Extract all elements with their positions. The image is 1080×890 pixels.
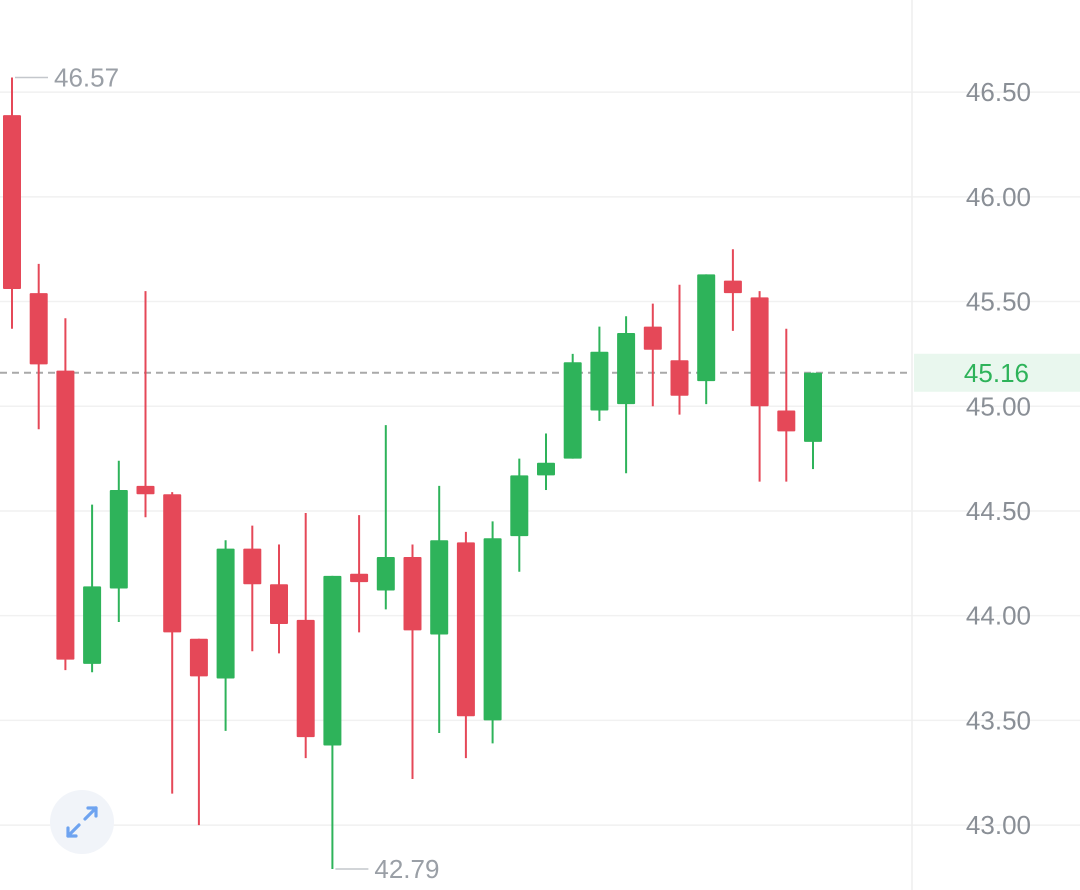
candle-body xyxy=(617,332,636,405)
candle-body xyxy=(296,619,315,738)
expand-arrows-icon xyxy=(66,806,98,838)
low-marker-label: 42.79 xyxy=(374,854,439,884)
candle xyxy=(670,284,689,415)
candle xyxy=(563,353,582,459)
y-tick-label: 45.50 xyxy=(966,287,1031,317)
candle xyxy=(510,458,529,572)
candle-body xyxy=(430,540,449,635)
expand-button[interactable] xyxy=(50,790,114,854)
candle xyxy=(136,291,155,518)
y-tick-label: 44.50 xyxy=(966,496,1031,526)
candle xyxy=(403,544,422,780)
candle-body xyxy=(750,297,769,407)
candle-body xyxy=(3,115,21,289)
axis-labels: 46.50 46.00 45.50 45.00 44.50 44.00 43.50 43.00 xyxy=(966,77,1031,840)
candle-body xyxy=(537,462,555,476)
candle xyxy=(750,291,769,482)
y-tick-label: 43.00 xyxy=(966,810,1031,840)
candle xyxy=(723,249,742,331)
candle xyxy=(456,531,475,759)
candle-body xyxy=(136,485,155,495)
candle-body xyxy=(376,557,395,591)
candle xyxy=(3,77,21,329)
candle-body xyxy=(723,280,742,294)
candle xyxy=(109,460,128,622)
y-tick-label: 46.00 xyxy=(966,182,1031,212)
last-price-layer: 45.16 xyxy=(0,353,1080,392)
last-price-label: 45.16 xyxy=(964,358,1029,388)
candle-body xyxy=(804,372,822,442)
candle-body xyxy=(510,475,529,537)
candle-body xyxy=(563,362,582,459)
candle xyxy=(643,303,662,407)
candle-body xyxy=(109,490,128,589)
candle xyxy=(430,485,449,733)
candle-body xyxy=(29,293,48,365)
candle xyxy=(590,326,609,421)
y-tick-label: 43.50 xyxy=(966,705,1031,735)
candle-body xyxy=(56,370,75,660)
candle xyxy=(296,513,315,759)
candle xyxy=(617,316,636,474)
y-tick-label: 45.00 xyxy=(966,391,1031,421)
candle xyxy=(323,575,342,870)
candle xyxy=(697,274,716,405)
candle xyxy=(777,328,796,482)
candle-body xyxy=(590,351,609,411)
candle-body xyxy=(643,326,662,350)
candle xyxy=(350,515,369,633)
candle xyxy=(376,425,395,610)
candles xyxy=(3,77,822,870)
candle-body xyxy=(350,573,369,583)
candle-body xyxy=(670,360,689,396)
candle xyxy=(216,540,235,731)
candle-body xyxy=(777,410,796,432)
candle xyxy=(804,372,822,470)
candle-body xyxy=(483,538,502,721)
grid-lines xyxy=(0,91,1080,826)
candle-body xyxy=(83,586,102,664)
last-price-badge xyxy=(914,353,1080,392)
candle-body xyxy=(456,542,475,717)
high-marker-label: 46.57 xyxy=(54,62,119,92)
candle xyxy=(537,433,555,491)
candle xyxy=(189,638,208,826)
candle-body xyxy=(216,548,235,679)
candle-body xyxy=(189,638,208,677)
candle xyxy=(56,318,75,671)
candle xyxy=(483,521,502,744)
candle xyxy=(163,492,182,794)
candle-body xyxy=(403,557,422,631)
candle-body xyxy=(163,494,182,633)
candle-body xyxy=(323,575,342,746)
candle xyxy=(83,504,102,673)
extreme-markers: 46.57 42.79 xyxy=(15,62,439,884)
candle xyxy=(270,544,288,654)
candle-body xyxy=(697,274,716,382)
candle xyxy=(243,525,262,652)
candle-body xyxy=(243,548,262,585)
y-tick-label: 46.50 xyxy=(966,77,1031,107)
y-tick-label: 44.00 xyxy=(966,601,1031,631)
candle-body xyxy=(270,584,288,625)
candle xyxy=(29,263,48,430)
